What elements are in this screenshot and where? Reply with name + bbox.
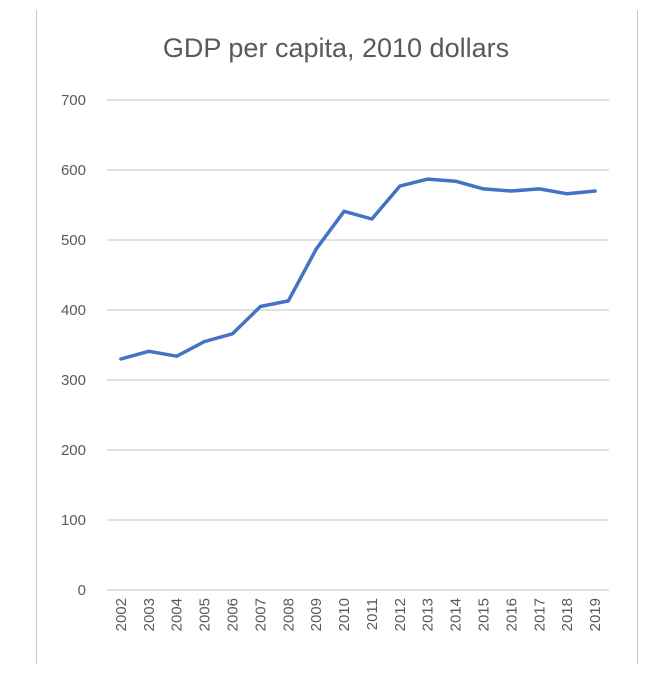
data-point (565, 192, 569, 195)
data-point (287, 299, 290, 303)
y-tick-label: 500 (61, 232, 86, 249)
data-point (398, 184, 402, 188)
data-point (426, 177, 429, 181)
data-point (370, 217, 374, 221)
x-tick-label: 2014 (448, 598, 465, 631)
x-tick-label: 2009 (308, 598, 325, 631)
chart-frame (36, 10, 638, 664)
x-tick-label: 2018 (559, 598, 576, 631)
y-axis-tick-labels: 0 100 200 300 400 500 600 700 (61, 92, 86, 599)
series-line-0 (119, 177, 597, 361)
y-tick-label: 100 (61, 512, 86, 529)
y-tick-label: 600 (61, 162, 86, 179)
data-point (510, 189, 513, 193)
data-point (231, 332, 234, 335)
data-point (538, 187, 541, 191)
y-tick-label: 300 (61, 372, 86, 389)
x-tick-label: 2005 (197, 598, 214, 631)
x-axis-tick-labels: 2002 2003 2004 2005 2006 2007 2008 2009 2010 2011… (113, 598, 604, 631)
data-point (203, 340, 206, 343)
x-tick-label: 2008 (280, 598, 297, 631)
y-tick-label: 400 (61, 302, 86, 319)
gridlines (107, 99, 609, 591)
x-tick-label: 2019 (587, 598, 604, 631)
x-tick-label: 2012 (392, 598, 409, 631)
x-tick-label: 2003 (141, 598, 158, 631)
x-tick-label: 2004 (169, 598, 186, 631)
data-point (314, 247, 318, 251)
x-tick-label: 2007 (252, 598, 269, 631)
data-point (147, 350, 151, 353)
data-point (482, 187, 485, 191)
y-tick-label: 0 (78, 582, 86, 599)
y-tick-label: 700 (61, 92, 86, 109)
data-point (119, 357, 123, 361)
data-point (342, 210, 346, 213)
x-tick-label: 2010 (336, 598, 353, 631)
x-tick-label: 2016 (503, 598, 520, 631)
x-tick-label: 2002 (113, 598, 130, 631)
data-point (593, 189, 597, 193)
data-point (175, 355, 178, 358)
x-tick-label: 2011 (364, 598, 381, 630)
series-layer (119, 177, 597, 361)
x-tick-label: 2006 (225, 598, 242, 631)
x-tick-label: 2013 (420, 598, 437, 631)
y-tick-label: 200 (61, 442, 86, 459)
x-tick-label: 2017 (531, 598, 548, 631)
data-point (259, 305, 262, 308)
data-point (454, 180, 457, 183)
x-tick-label: 2015 (476, 598, 493, 631)
chart-title: GDP per capita, 2010 dollars (163, 33, 509, 63)
